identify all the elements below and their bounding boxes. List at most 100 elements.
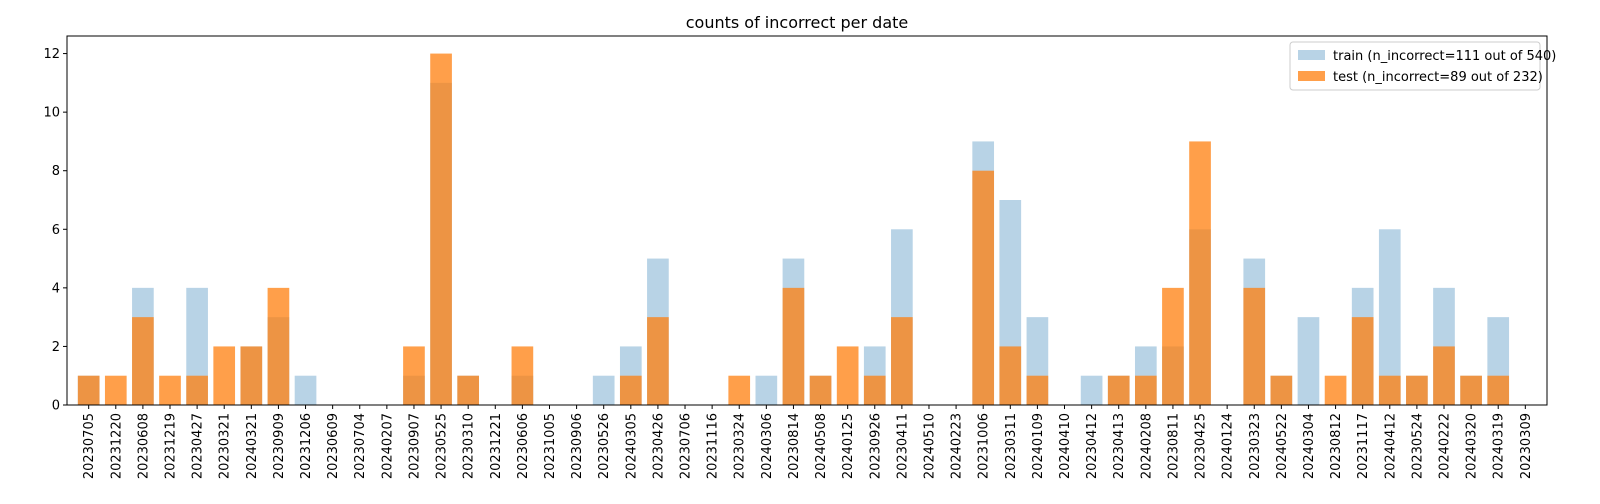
y-tick-label: 4 [52, 281, 60, 296]
y-tick-label: 8 [52, 164, 60, 179]
x-tick-label: 20240319 [1492, 413, 1507, 479]
x-tick-label: 20230706 [679, 413, 694, 479]
test-bar [1351, 317, 1374, 405]
test-bar [1324, 375, 1347, 405]
x-tick-label: 20230606 [516, 413, 531, 479]
x-tick-label: 20230324 [733, 413, 748, 479]
x-tick-label: 20230425 [1194, 413, 1209, 479]
x-tick-label: 20240306 [760, 413, 775, 479]
x-tick-label: 20231005 [543, 413, 558, 479]
axes-group: 0 2 4 6 8 10 12 20230705 20231220 20230608 2023121… [43, 35, 1548, 479]
x-tick-label: 20230311 [1004, 413, 1019, 479]
x-tick-label: 20240412 [1383, 413, 1398, 479]
x-tick-label: 20231220 [109, 413, 124, 479]
train-bar [1080, 375, 1103, 405]
x-tick-label: 20230427 [191, 413, 206, 479]
x-tick-label: 20240208 [1139, 413, 1154, 479]
test-bar [1162, 287, 1184, 405]
x-tick-label: 20240321 [245, 413, 260, 479]
test-bar [972, 170, 995, 405]
train-bar [1297, 317, 1320, 405]
test-bar [1107, 375, 1130, 405]
test-bar [457, 375, 480, 405]
test-bar [511, 346, 534, 405]
x-tick-label: 20230526 [597, 413, 612, 479]
test-bar [619, 375, 642, 405]
x-tick-label: 20230525 [435, 413, 450, 479]
test-bars-group [77, 53, 1510, 405]
y-tick-label: 2 [52, 340, 60, 355]
x-tick-label: 20231221 [489, 413, 504, 479]
test-bar [240, 346, 263, 405]
y-tick-label: 6 [52, 223, 60, 238]
x-tick-label: 20230812 [1329, 413, 1344, 479]
test-bar [1026, 375, 1049, 405]
test-bar [1270, 375, 1293, 405]
x-tick-label: 20230907 [407, 413, 422, 479]
x-tick-label: 20231006 [977, 413, 992, 479]
y-tick-label: 0 [52, 399, 60, 414]
test-bar [891, 317, 913, 405]
x-tick-label: 20230426 [651, 413, 666, 479]
x-tick-label: 20240510 [922, 413, 937, 479]
test-bar [159, 375, 181, 405]
x-tick-label: 20230323 [1248, 413, 1263, 479]
x-tick-label: 20230926 [868, 413, 883, 479]
train-bar [592, 375, 615, 405]
x-tick-label: 20230704 [353, 413, 368, 479]
test-bar [1487, 375, 1510, 405]
test-bar [186, 375, 208, 405]
chart-title: counts of incorrect per date [686, 13, 909, 32]
legend-box [1289, 41, 1541, 91]
test-bar [1243, 287, 1266, 405]
test-bar [1460, 375, 1482, 405]
test-bar [430, 53, 452, 405]
train-bar [755, 375, 778, 405]
x-tick-label: 20240109 [1031, 413, 1046, 479]
x-tick-label: 20230411 [895, 413, 910, 479]
x-tick-label: 20230811 [1166, 413, 1181, 479]
x-tick-label: 20230412 [1085, 413, 1100, 479]
test-bar [647, 317, 669, 405]
legend-swatch-test [1298, 71, 1325, 81]
test-bar [213, 346, 236, 405]
x-tick-label: 20230309 [1519, 413, 1534, 479]
test-bar [267, 287, 290, 405]
x-tick-label: 20240124 [1221, 413, 1236, 479]
legend-label-test: test (n_incorrect=89 out of 232) [1333, 70, 1543, 85]
test-bar [999, 346, 1022, 405]
x-tick-label: 20240522 [1275, 413, 1290, 479]
x-tick-label: 20240222 [1437, 413, 1452, 479]
legend-swatch-train [1298, 50, 1325, 60]
x-tick-label: 20240304 [1302, 413, 1317, 479]
x-tick-label: 20230609 [326, 413, 341, 479]
x-tick-label: 20230906 [570, 413, 585, 479]
test-bar [403, 346, 425, 405]
x-tick-label: 20231116 [706, 413, 721, 479]
x-tick-label: 20240320 [1465, 413, 1480, 479]
x-tick-label: 20230413 [1112, 413, 1127, 479]
x-tick-label: 20230608 [136, 413, 151, 479]
y-tick-label: 10 [43, 106, 60, 121]
test-bar [1378, 375, 1401, 405]
test-bar [836, 346, 859, 405]
test-bar [132, 317, 154, 405]
test-bar [728, 375, 751, 405]
x-tick-label: 20230321 [218, 413, 233, 479]
x-tick-label: 20230310 [462, 413, 477, 479]
test-bar [1134, 375, 1157, 405]
plot-frame [66, 35, 1548, 406]
train-bar [294, 375, 317, 405]
legend-label-train: train (n_incorrect=111 out of 540) [1333, 49, 1556, 64]
x-tick-label: 20231206 [299, 413, 314, 479]
x-tick-label: 20240508 [814, 413, 829, 479]
test-bar [1433, 346, 1455, 405]
test-bar [104, 375, 127, 405]
x-tick-label: 20231219 [164, 413, 179, 479]
train-bar [1378, 229, 1401, 405]
x-tick-label: 20240223 [950, 413, 965, 479]
x-tick-label: 20230814 [787, 413, 802, 479]
x-tick-label: 20231117 [1356, 413, 1371, 479]
legend: train (n_incorrect=111 out of 540) test (… [1289, 41, 1556, 91]
